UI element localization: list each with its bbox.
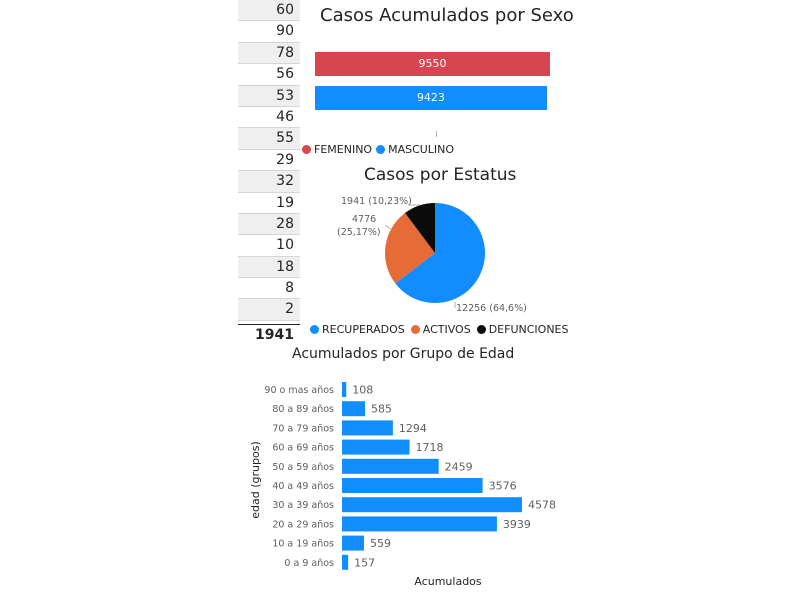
edad-bar[interactable] [342, 401, 366, 417]
edad-bar-value-label: 108 [352, 384, 373, 397]
edad-category-label: 10 a 19 años [272, 539, 334, 550]
legend-label-defunciones: DEFUNCIONES [488, 323, 569, 336]
edad-bar[interactable] [342, 478, 483, 493]
legend-label-activos: ACTIVOS [422, 323, 471, 336]
left-value-row: 55 [238, 128, 300, 150]
legend-item-defunciones: DEFUNCIONES [476, 323, 569, 336]
edad-category-label: 40 a 49 años [272, 481, 334, 492]
legend-dot-masculino [376, 145, 386, 154]
edad-bar-value-label: 4578 [528, 499, 556, 512]
pie-label-activos-value: 4776 [352, 214, 377, 225]
estatus-legend: RECUPERADOS ACTIVOS DEFUNCIONES [310, 323, 572, 336]
edad-bar[interactable] [342, 554, 349, 570]
left-value-row: 8 [238, 278, 300, 300]
pie-label-defunciones: 1941 (10,23%) [341, 196, 412, 207]
left-value-row: 56 [238, 64, 300, 86]
left-value-row: 32 [238, 171, 300, 193]
legend-dot-defunciones [476, 325, 486, 334]
sexo-bar-masculino[interactable] [315, 86, 547, 110]
estatus-chart-title: Casos por Estatus [364, 165, 517, 185]
pie-slice-activos[interactable] [385, 212, 435, 284]
edad-bar[interactable] [342, 420, 393, 436]
sexo-bar-value-label: 9550 [418, 57, 447, 70]
edad-category-label: 20 a 29 años [272, 519, 334, 530]
edad-category-label: 50 a 59 años [272, 462, 334, 473]
edad-category-label: 30 a 39 años [272, 500, 334, 511]
estatus-pie-chart [384, 203, 485, 308]
left-value-row: 18 [238, 256, 300, 279]
edad-bar[interactable] [342, 458, 439, 474]
left-value-row: 2 [238, 299, 300, 321]
edad-bar-value-label: 559 [370, 537, 391, 550]
left-value-row: 10 [238, 235, 300, 257]
edad-bar-value-label: 585 [371, 403, 392, 416]
pie-leader-line [384, 224, 393, 231]
left-value-row: 53 [238, 85, 300, 107]
edad-y-axis-label: edad (grupos) [249, 441, 262, 518]
edad-chart-title: Acumulados por Grupo de Edad [292, 346, 515, 362]
legend-item-femenino: FEMENINO [302, 143, 372, 156]
edad-bar[interactable] [342, 497, 522, 513]
left-value-row: 60 [238, 0, 300, 22]
left-value-row: 19 [238, 193, 300, 214]
left-value-row: 90 [238, 21, 300, 43]
edad-bar-value-label: 1294 [399, 422, 427, 435]
left-values-column: 60 90 78 56 53 46 55 29 32 19 28 10 18 8 2 [238, 0, 300, 321]
edad-bar[interactable] [342, 439, 410, 455]
edad-bar[interactable] [342, 535, 364, 551]
pie-label-activos-percent: (25,17%) [337, 227, 381, 238]
left-values-total: 1941 [238, 324, 300, 344]
legend-item-recuperados: RECUPERADOS [310, 323, 405, 336]
legend-label-recuperados: RECUPERADOS [322, 323, 405, 336]
sexo-legend: FEMENINO MASCULINO [302, 143, 458, 156]
edad-bar-value-label: 3576 [489, 480, 517, 493]
edad-bar-value-label: 157 [354, 556, 375, 569]
pie-slice-defunciones[interactable] [405, 203, 435, 253]
sexo-axis-tick [436, 131, 437, 137]
edad-bar-chart: 90 o mas años 108 80 a 89 años 585 70 a 79 a… [249, 382, 556, 588]
sexo-chart-title: Casos Acumulados por Sexo [320, 5, 574, 26]
edad-category-label: 0 a 9 años [284, 558, 334, 569]
legend-label-femenino: FEMENINO [314, 143, 373, 156]
sexo-bar-femenino[interactable] [315, 52, 550, 76]
edad-bar[interactable] [342, 382, 347, 397]
pie-slice-recuperados[interactable] [395, 203, 485, 303]
edad-x-axis-label: Acumulados [414, 575, 482, 588]
legend-dot-activos [410, 325, 420, 334]
edad-bar-value-label: 3939 [503, 518, 531, 531]
edad-bar-value-label: 2459 [445, 460, 473, 473]
edad-bar[interactable] [342, 516, 497, 532]
edad-category-label: 70 a 79 años [272, 423, 334, 434]
left-value-row: 78 [238, 42, 300, 65]
left-value-row: 46 [238, 107, 300, 129]
edad-category-label: 60 a 69 años [272, 443, 334, 454]
edad-category-label: 80 a 89 años [272, 404, 334, 415]
legend-dot-femenino [302, 145, 311, 154]
legend-item-masculino: MASCULINO [376, 143, 454, 156]
legend-label-masculino: MASCULINO [388, 143, 455, 156]
edad-bar-value-label: 1718 [416, 441, 444, 454]
left-value-row: 28 [238, 213, 300, 236]
legend-item-activos: ACTIVOS [410, 323, 471, 336]
sexo-bar-value-label: 9423 [416, 91, 445, 104]
left-value-row: 29 [238, 150, 300, 172]
legend-dot-recuperados [310, 325, 319, 334]
edad-category-label: 90 o mas años [264, 385, 334, 396]
pie-label-recuperados: 12256 (64,6%) [456, 303, 527, 314]
